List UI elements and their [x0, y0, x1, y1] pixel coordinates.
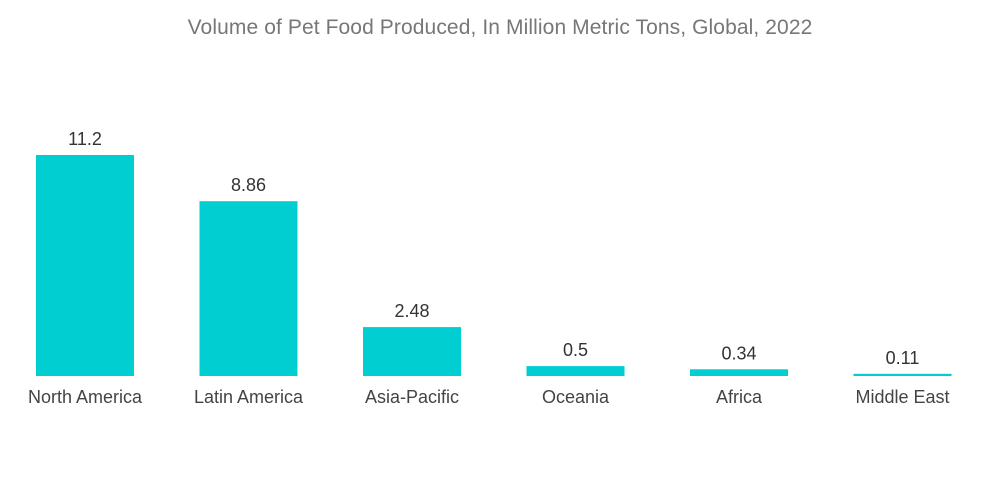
bar-oceania: [526, 366, 625, 376]
bar-north-america: [36, 155, 134, 376]
bar-asia-pacific: [363, 327, 461, 376]
bars-group: [36, 155, 952, 376]
value-label: 8.86: [231, 175, 266, 195]
value-label: 0.5: [563, 340, 588, 360]
category-label: Africa: [716, 387, 763, 407]
bar-africa: [690, 369, 788, 376]
category-label: Oceania: [542, 387, 610, 407]
category-labels-group: North America Latin America Asia-Pacific Oc…: [28, 387, 950, 407]
value-label: 11.2: [68, 129, 102, 149]
bar-latin-america: [199, 201, 298, 376]
category-label: Latin America: [194, 387, 304, 407]
value-label: 0.34: [721, 343, 756, 363]
category-label: North America: [28, 387, 143, 407]
chart-title: Volume of Pet Food Produced, In Million …: [187, 16, 813, 39]
value-labels-group: 11.2 8.86 2.48 0.5 0.34 0.11: [68, 129, 919, 368]
category-label: Asia-Pacific: [365, 387, 459, 407]
bar-middle-east: [853, 373, 952, 376]
value-label: 0.11: [886, 348, 920, 368]
category-label: Middle East: [855, 387, 949, 407]
value-label: 2.48: [394, 301, 429, 321]
